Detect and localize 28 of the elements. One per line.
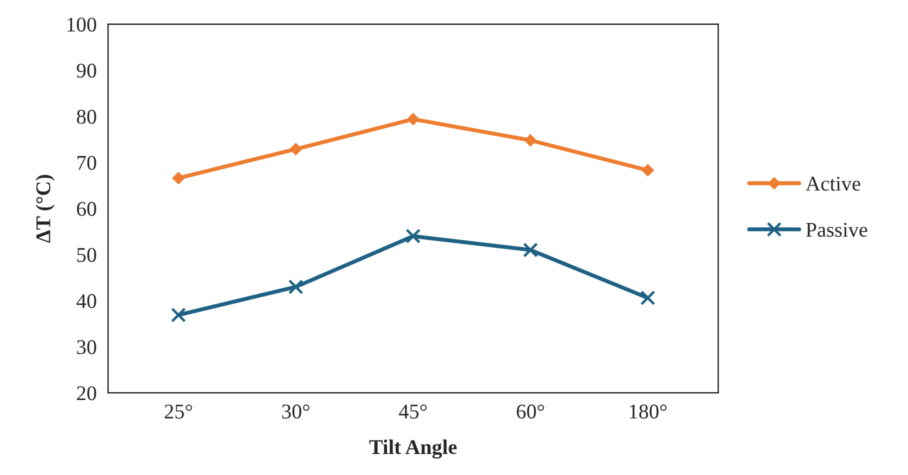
point [640, 290, 656, 306]
point [406, 228, 421, 244]
y-tick-label: 40 [76, 294, 96, 308]
legend-label: Active [806, 176, 860, 191]
x-tick-label: 180° [630, 404, 667, 419]
point [522, 242, 538, 258]
point [170, 307, 186, 322]
point [288, 279, 304, 294]
x-axis-title: Tilt Angle [369, 439, 457, 459]
point [172, 172, 185, 184]
point [290, 142, 302, 156]
y-tick-label: 30 [77, 340, 96, 354]
y-tick-label: 20 [77, 386, 96, 400]
y-tick-label: 100 [68, 18, 96, 32]
y-tick-label: 80 [76, 110, 96, 124]
y-tick-label: 90 [76, 64, 96, 78]
point [406, 112, 420, 126]
point [642, 164, 654, 177]
point [524, 134, 537, 147]
y-tick-label: 60 [77, 202, 96, 216]
x-tick-label: 45° [398, 404, 427, 419]
y-tick-label: 70 [77, 156, 96, 170]
y-axis-title: ΔT (°C) [36, 174, 55, 243]
x-tick-label: 60° [516, 404, 544, 419]
x-tick-label: 30° [282, 404, 310, 419]
y-tick-label: 50 [77, 248, 96, 262]
legend-label: Passive [806, 222, 868, 237]
x-tick-label: 25° [164, 404, 192, 419]
